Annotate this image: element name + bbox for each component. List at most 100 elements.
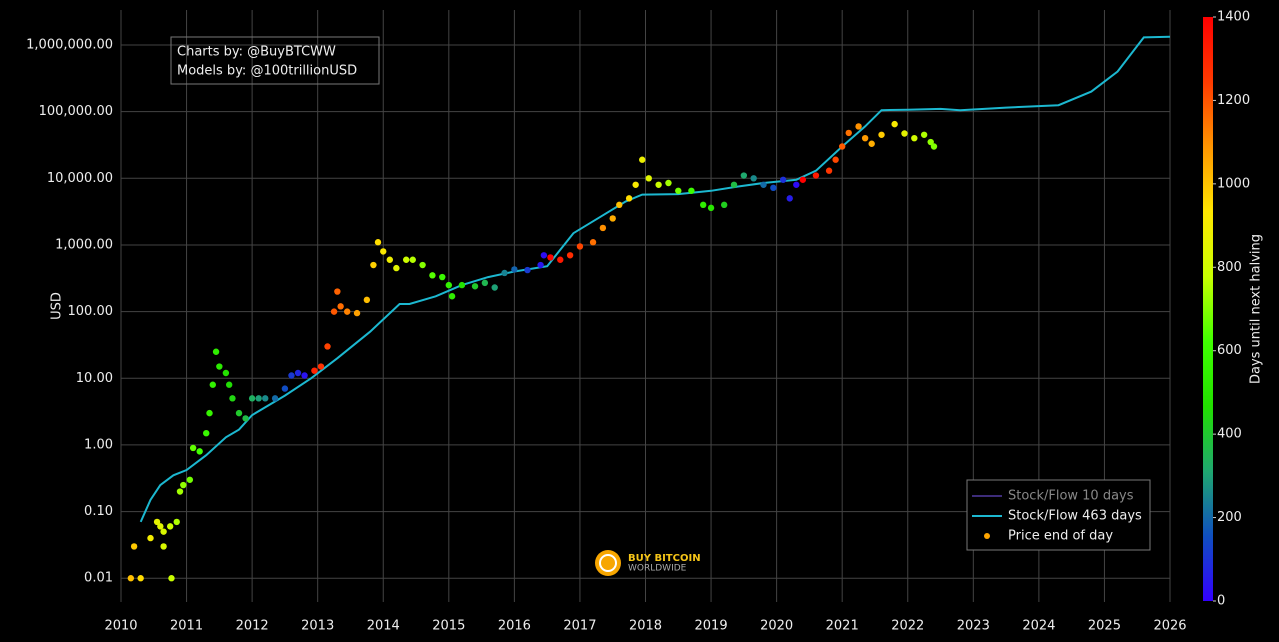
watermark: WORLDWIDE — [628, 564, 687, 574]
price-point — [189, 444, 197, 452]
price-point — [255, 395, 262, 402]
price-point — [294, 369, 302, 377]
price-point — [160, 528, 167, 535]
price-point — [458, 281, 466, 289]
price-point — [281, 385, 289, 392]
price-point — [222, 369, 230, 377]
x-tick-label: 2018 — [629, 619, 662, 634]
price-point — [501, 269, 508, 277]
price-point — [799, 176, 807, 183]
price-point — [838, 143, 846, 150]
legend-label[interactable]: Stock/Flow 463 days — [1008, 509, 1142, 524]
price-point — [160, 543, 167, 550]
x-tick-label: 2010 — [104, 619, 137, 634]
price-point — [127, 575, 135, 582]
price-point — [770, 184, 777, 192]
price-point — [868, 140, 875, 147]
price-point — [186, 476, 194, 483]
price-point — [288, 372, 295, 379]
price-point — [793, 181, 800, 188]
price-point — [409, 256, 416, 263]
price-point — [386, 256, 394, 263]
watermark: BUY BITCOIN — [628, 553, 701, 564]
watermark-logo — [595, 550, 621, 576]
price-point — [363, 296, 371, 304]
price-point — [812, 172, 820, 179]
x-tick-label: 2023 — [957, 619, 990, 634]
price-point — [153, 518, 161, 526]
colorbar-tick-label: 800 — [1217, 260, 1242, 275]
price-point — [374, 239, 382, 246]
price-point — [540, 252, 548, 259]
x-tick-label: 2020 — [760, 619, 793, 634]
price-point — [262, 395, 269, 402]
price-point — [130, 543, 138, 550]
price-point — [632, 181, 639, 188]
x-tick-label: 2026 — [1153, 619, 1186, 634]
legend-label[interactable]: Stock/Flow 10 days — [1008, 489, 1134, 504]
y-tick-label: 1,000.00 — [55, 237, 113, 252]
price-point — [235, 409, 243, 417]
price-point — [665, 179, 672, 187]
price-point — [878, 131, 885, 138]
price-point — [855, 123, 862, 130]
price-point — [343, 308, 351, 315]
annotation-box — [170, 36, 380, 85]
price-point — [180, 481, 187, 489]
price-point — [609, 215, 616, 222]
price-point — [779, 176, 787, 183]
price-point — [402, 256, 410, 263]
y-axis-label: USD — [50, 292, 65, 320]
watermark-logo-ring — [599, 554, 617, 572]
price-point — [547, 254, 554, 261]
price-point — [393, 264, 400, 272]
price-point — [645, 175, 652, 182]
colorbar-tick-label: 0 — [1217, 594, 1225, 609]
price-point — [825, 167, 833, 174]
colorbar-tick-label: 1400 — [1217, 10, 1250, 25]
price-point — [176, 488, 184, 495]
y-tick-label: 1,000,000.00 — [26, 37, 113, 52]
price-point — [625, 195, 633, 202]
price-point — [301, 372, 308, 379]
y-tick-label: 100.00 — [68, 304, 114, 319]
price-point — [311, 367, 318, 374]
price-point — [173, 518, 180, 526]
y-tick-label: 1.00 — [84, 437, 113, 452]
price-point — [927, 138, 934, 146]
legend-label[interactable]: Price end of day — [1008, 529, 1113, 544]
x-tick-label: 2022 — [891, 619, 924, 634]
price-point — [786, 195, 793, 202]
y-tick-label: 10,000.00 — [47, 171, 113, 186]
y-tick-label: 10.00 — [76, 371, 113, 386]
price-point — [537, 261, 544, 269]
price-point — [212, 348, 220, 355]
price-point — [324, 343, 331, 350]
price-point — [196, 448, 203, 455]
sf-line — [139, 35, 1171, 523]
y-tick-label: 0.01 — [84, 571, 113, 586]
price-point — [720, 201, 728, 209]
price-point — [760, 181, 767, 188]
colorbar — [1203, 17, 1213, 601]
annotation: Models by: @100trillionUSD — [177, 64, 357, 79]
price-point — [471, 283, 479, 290]
price-point — [740, 172, 748, 179]
price-point — [481, 279, 489, 287]
colorbar-tick-label: 600 — [1217, 343, 1242, 358]
x-tick-label: 2012 — [236, 619, 269, 634]
x-tick-label: 2011 — [170, 619, 203, 634]
colorbar-label: Days until next halving — [1249, 234, 1264, 384]
colorbar-tick-label: 400 — [1217, 427, 1242, 442]
price-point — [589, 239, 597, 246]
price-point — [203, 429, 210, 437]
price-point — [576, 243, 584, 250]
price-point — [168, 575, 175, 582]
x-tick-label: 2015 — [432, 619, 465, 634]
colorbar-tick-label: 200 — [1217, 510, 1242, 525]
legend-swatch — [984, 533, 990, 539]
x-tick-label: 2016 — [498, 619, 531, 634]
price-point — [242, 415, 249, 422]
price-point — [832, 156, 839, 163]
